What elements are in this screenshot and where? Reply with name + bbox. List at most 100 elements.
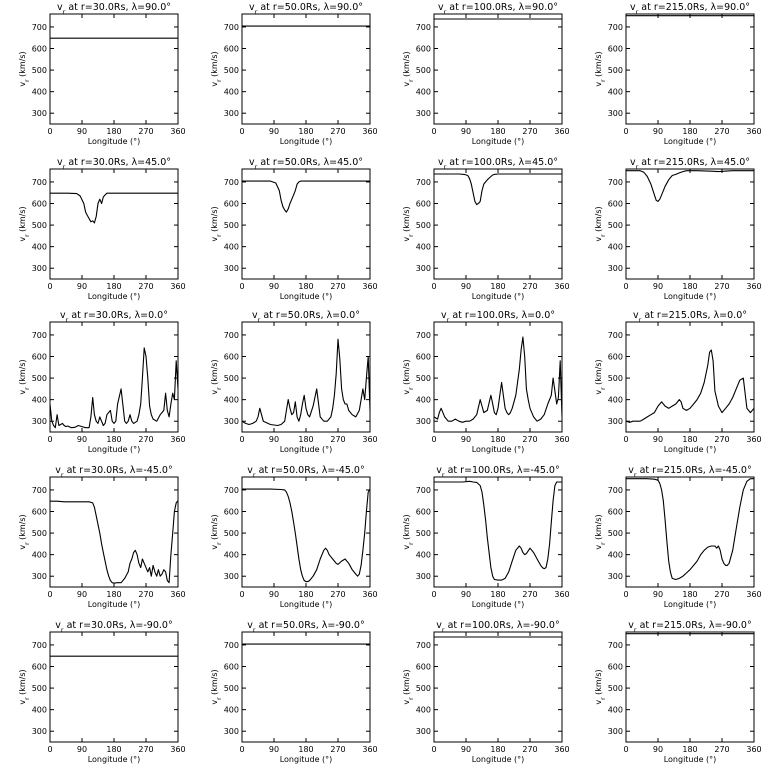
panel-5: vr at r=50.0Rs, λ=45.0° 0 90 180 270 360 300 40… <box>210 157 378 301</box>
y-axis-label: vr (km/s) <box>594 669 607 704</box>
x-tick-label: 0 <box>47 435 52 444</box>
y-tick-label: 400 <box>416 88 431 97</box>
panel-title: vr at r=215.0Rs, λ=-45.0° <box>628 465 751 479</box>
x-tick-label: 270 <box>522 590 537 599</box>
x-tick-label: 90 <box>653 745 663 754</box>
x-tick-label: 90 <box>269 590 279 599</box>
x-tick-label: 360 <box>170 282 185 291</box>
x-tick-label: 90 <box>269 282 279 291</box>
panel-4: vr at r=30.0Rs, λ=45.0° 0 90 180 270 360 300 40… <box>18 157 186 301</box>
x-tick-label: 270 <box>138 745 153 754</box>
x-axis-label: Longitude (°) <box>472 755 525 764</box>
y-tick-label: 500 <box>608 529 623 538</box>
panel-2: vr at r=100.0Rs, λ=90.0° 0 90 180 270 360 300 4… <box>402 2 570 146</box>
x-tick-label: 180 <box>106 127 121 136</box>
y-axis-label: vr (km/s) <box>594 514 607 549</box>
x-tick-label: 0 <box>623 745 628 754</box>
x-tick-label: 360 <box>554 282 569 291</box>
x-tick-label: 0 <box>431 590 436 599</box>
x-tick-label: 360 <box>746 435 761 444</box>
series-line <box>626 478 754 581</box>
panel-10: vr at r=100.0Rs, λ=0.0° 0 90 180 270 360 300 40… <box>402 310 570 454</box>
y-tick-label: 500 <box>608 374 623 383</box>
plot-frame <box>433 631 563 743</box>
panel-title: vr at r=100.0Rs, λ=0.0° <box>441 310 555 324</box>
y-tick-label: 300 <box>32 727 47 736</box>
x-tick-label: 90 <box>461 282 471 291</box>
y-axis-label: vr (km/s) <box>594 51 607 86</box>
panel-9: vr at r=50.0Rs, λ=0.0° 0 90 180 270 360 300 400… <box>210 310 378 454</box>
plot-frame <box>49 168 179 280</box>
x-tick-label: 180 <box>106 282 121 291</box>
y-tick-label: 300 <box>32 417 47 426</box>
plot-frame <box>433 321 563 433</box>
x-tick-label: 270 <box>330 435 345 444</box>
y-tick-label: 700 <box>416 641 431 650</box>
y-tick-label: 500 <box>416 684 431 693</box>
y-tick-label: 500 <box>32 374 47 383</box>
x-tick-label: 270 <box>714 282 729 291</box>
y-tick-label: 400 <box>32 243 47 252</box>
y-tick-label: 500 <box>224 221 239 230</box>
y-tick-label: 400 <box>224 396 239 405</box>
y-axis-label: vr (km/s) <box>402 51 415 86</box>
x-tick-label: 360 <box>746 590 761 599</box>
plot-frame <box>241 13 371 125</box>
x-tick-label: 90 <box>269 435 279 444</box>
series-line <box>626 349 754 423</box>
y-tick-label: 600 <box>224 663 239 672</box>
panel-19: vr at r=215.0Rs, λ=-90.0° 0 90 180 270 360 300… <box>594 620 762 764</box>
y-tick-label: 400 <box>416 243 431 252</box>
y-tick-label: 300 <box>416 109 431 118</box>
panel-6: vr at r=100.0Rs, λ=45.0° 0 90 180 270 360 300 4… <box>402 157 570 301</box>
y-tick-label: 600 <box>608 353 623 362</box>
plot-frame <box>625 168 755 280</box>
x-tick-label: 90 <box>461 590 471 599</box>
y-tick-label: 500 <box>32 221 47 230</box>
x-tick-label: 180 <box>298 435 313 444</box>
x-tick-label: 0 <box>623 435 628 444</box>
y-tick-label: 700 <box>608 331 623 340</box>
x-tick-label: 360 <box>362 590 377 599</box>
panel-title: vr at r=50.0Rs, λ=45.0° <box>249 157 363 171</box>
x-tick-label: 360 <box>554 590 569 599</box>
y-tick-label: 500 <box>416 374 431 383</box>
y-tick-label: 300 <box>32 572 47 581</box>
x-tick-label: 180 <box>106 745 121 754</box>
x-tick-label: 270 <box>714 745 729 754</box>
y-tick-label: 700 <box>224 178 239 187</box>
x-tick-label: 180 <box>682 127 697 136</box>
x-tick-label: 360 <box>362 435 377 444</box>
x-tick-label: 0 <box>239 282 244 291</box>
x-axis-label: Longitude (°) <box>472 445 525 454</box>
y-tick-label: 600 <box>416 508 431 517</box>
x-tick-label: 180 <box>682 282 697 291</box>
panel-title: vr at r=215.0Rs, λ=0.0° <box>633 310 747 324</box>
y-tick-label: 400 <box>224 551 239 560</box>
x-tick-label: 360 <box>554 745 569 754</box>
y-tick-label: 400 <box>32 706 47 715</box>
x-tick-label: 180 <box>106 435 121 444</box>
y-tick-label: 500 <box>608 684 623 693</box>
y-axis-label: vr (km/s) <box>18 206 31 241</box>
x-tick-label: 90 <box>77 745 87 754</box>
y-tick-label: 500 <box>32 66 47 75</box>
y-tick-label: 500 <box>32 684 47 693</box>
panel-16: vr at r=30.0Rs, λ=-90.0° 0 90 180 270 360 300 4… <box>18 620 186 764</box>
x-tick-label: 90 <box>77 590 87 599</box>
panel-title: vr at r=30.0Rs, λ=-90.0° <box>55 620 172 634</box>
x-tick-label: 90 <box>653 127 663 136</box>
x-tick-label: 90 <box>653 590 663 599</box>
x-tick-label: 0 <box>239 590 244 599</box>
x-tick-label: 360 <box>746 127 761 136</box>
y-tick-label: 400 <box>608 551 623 560</box>
x-axis-label: Longitude (°) <box>280 755 333 764</box>
y-tick-label: 400 <box>32 396 47 405</box>
y-axis-label: vr (km/s) <box>402 206 415 241</box>
panel-13: vr at r=50.0Rs, λ=-45.0° 0 90 180 270 360 300 4… <box>210 465 378 609</box>
y-tick-label: 300 <box>224 109 239 118</box>
x-tick-label: 0 <box>239 745 244 754</box>
x-tick-label: 360 <box>746 745 761 754</box>
x-axis-label: Longitude (°) <box>472 600 525 609</box>
x-tick-label: 360 <box>170 745 185 754</box>
